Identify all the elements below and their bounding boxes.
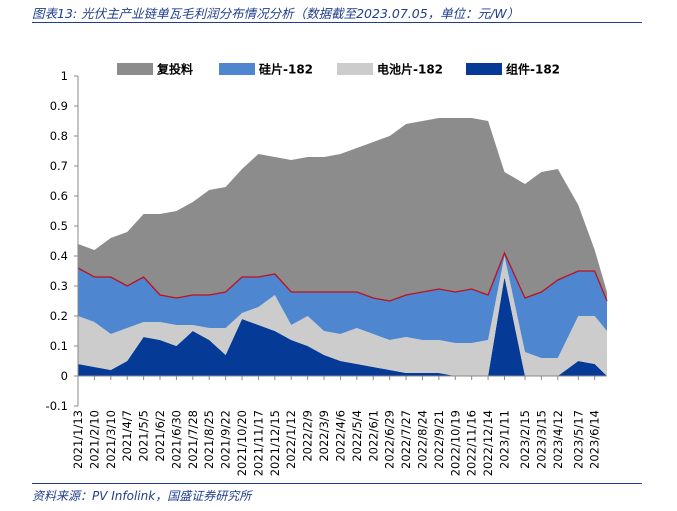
plot-areas: [77, 118, 608, 376]
x-tick-label: 2023/1/11: [497, 410, 511, 469]
legend-swatch-1: [117, 63, 153, 75]
legend: 复投料 硅片-182 电池片-182 组件-182: [117, 62, 560, 77]
x-tick-label: 2021/4/7: [120, 410, 134, 462]
y-tick-label: 0.5: [50, 219, 68, 233]
y-tick-label: 0.8: [50, 129, 68, 143]
y-tick-label: 0.3: [50, 279, 68, 293]
y-tick-label: 0: [61, 369, 68, 383]
x-tick-label: 2023/2/15: [518, 410, 532, 469]
x-tick-label: 2022/3/9: [317, 410, 331, 462]
x-tick-label: 2022/8/24: [415, 410, 429, 469]
x-tick-label: 2023/5/17: [571, 410, 585, 469]
x-tick-label: 2021/11/17: [251, 410, 265, 476]
x-tick-label: 2023/6/14: [588, 410, 602, 469]
x-tick-label: 2022/10/19: [448, 410, 462, 476]
y-tick-label: 0.4: [50, 249, 68, 263]
x-tick-label: 2022/12/14: [481, 410, 495, 476]
x-tick-label: 2023/4/12: [551, 410, 565, 469]
area-series-3: [78, 253, 607, 358]
x-tick-label: 2022/7/27: [399, 410, 413, 469]
x-tick-label: 2021/12/15: [268, 410, 282, 476]
x-tick-label: 2021/10/20: [235, 410, 249, 476]
x-tick-label: 2022/6/1: [366, 410, 380, 462]
x-tick-label: 2021/9/22: [219, 410, 233, 469]
legend-swatch-4: [466, 63, 502, 75]
y-tick-label: 0.6: [50, 189, 68, 203]
x-tick-label: 2022/4/6: [333, 410, 347, 462]
cumulative-line: [77, 251, 608, 302]
area-series-4: [78, 118, 607, 301]
source-rule: [32, 483, 642, 484]
x-tick-label: 2021/2/10: [87, 410, 101, 469]
area-series-2: [78, 256, 607, 376]
legend-label-2: 硅片-182: [259, 62, 313, 77]
x-tick-label: 2021/1/13: [71, 410, 85, 469]
x-axis: 2021/1/13 2021/2/10 2021/3/10 2021/4/7 2021/…: [71, 376, 602, 476]
y-axis: -0.1 0 0.1 0.2 0.3 0.4 0.5 0.6 0.7 0.8 0.9 1: [46, 69, 78, 413]
x-tick-label: 2022/2/9: [301, 410, 315, 462]
x-tick-label: 2023/3/15: [534, 410, 548, 469]
y-tick-label: 1: [61, 69, 68, 83]
legend-label-3: 电池片-182: [377, 62, 443, 77]
legend-swatch-3: [337, 63, 373, 75]
x-tick-label: 2022/6/29: [383, 410, 397, 469]
legend-label-4: 组件-182: [506, 62, 560, 77]
axes: [77, 76, 607, 406]
y-tick-label: 0.9: [50, 99, 68, 113]
figure-title: 图表13: 光伏主产业链单瓦毛利润分布情况分析（数据截至2023.07.05，单…: [32, 6, 520, 21]
y-tick-label: 0.1: [50, 339, 68, 353]
x-tick-label: 2022/9/21: [432, 410, 446, 469]
x-tick-label: 2021/6/2: [153, 410, 167, 462]
legend-label-1: 复投料: [156, 62, 193, 77]
x-tick-label: 2021/7/28: [186, 410, 200, 469]
x-tick-label: 2022/1/12: [284, 410, 298, 469]
x-tick-label: 2021/8/25: [202, 410, 216, 469]
title-rule: [32, 22, 642, 23]
legend-swatch-2: [219, 63, 255, 75]
area-series-1: [78, 277, 607, 376]
x-tick-label: 2021/3/10: [104, 410, 118, 469]
y-tick-label: 0.2: [50, 309, 68, 323]
source-note: 资料来源：PV Infolink，国盛证券研究所: [32, 489, 252, 503]
y-tick-label: 0.7: [50, 159, 68, 173]
x-tick-label: 2022/5/4: [350, 410, 364, 462]
x-tick-label: 2022/11/16: [465, 410, 479, 476]
x-tick-label: 2021/6/30: [169, 410, 183, 469]
y-tick-label: -0.1: [46, 399, 68, 413]
x-tick-label: 2021/5/5: [137, 410, 151, 462]
